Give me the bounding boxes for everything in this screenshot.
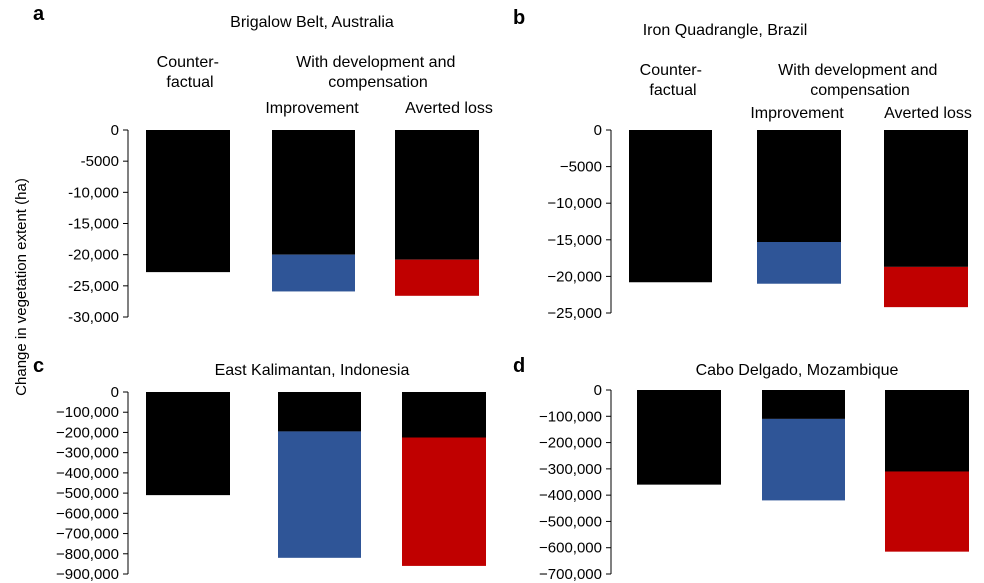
panel-b-with-dev-header-text-line-2: compensation: [810, 82, 910, 99]
panel-d-y-tick-label: 0: [594, 382, 602, 399]
panel-a-improvement-bar: [272, 130, 355, 255]
panel-a-plot: 0 -5000 -10,000 -15,000 -20,000 -25,000 -30,00…: [68, 122, 479, 326]
y-axis-label: Change in vegetation extent (ha): [13, 178, 30, 396]
panel-a-counterfactual-header-text-line-2: factual: [166, 74, 213, 91]
panel-a-y-tick-label: 0: [111, 122, 119, 139]
panel-a-averted-loss-bar: [395, 130, 479, 260]
panel-c-y-tick-label: −600,000: [56, 505, 119, 522]
panel-c-y-tick-label: 0: [111, 384, 119, 401]
panel-a-counterfactual-header: Counter- factual: [157, 54, 224, 91]
panel-d-averted-loss-bar: [885, 390, 969, 472]
panel-c-y-tick-label: −400,000: [56, 465, 119, 482]
panel-d: d Cabo Delgado, Mozambique 0 −100,000 −200…: [513, 355, 969, 583]
panel-b-y-tick-label: −20,000: [547, 268, 602, 285]
panel-b-improvement-bar: [757, 130, 841, 242]
panel-a-counterfactual-bar: [146, 130, 230, 273]
panel-d-y-tick-label: −100,000: [539, 408, 602, 425]
panel-a-letter: a: [33, 3, 45, 25]
panel-a-y-tick-label: -20,000: [68, 247, 119, 264]
panel-a-counterfactual-header-text: Counter-: [157, 54, 219, 71]
panel-a-y-tick-label: -30,000: [68, 309, 119, 326]
panel-d-y-tick-label: −600,000: [539, 540, 602, 557]
panel-c-y-tick-label: −800,000: [56, 546, 119, 563]
panel-a-y-tick-label: -5000: [81, 153, 119, 170]
panel-a-with-dev-header: With development and compensation: [296, 54, 460, 91]
panel-b-improvement-header: Improvement: [750, 105, 844, 122]
panel-a: a Brigalow Belt, Australia Counter- fact…: [33, 3, 493, 326]
panel-d-averted-loss-compensation-bar: [885, 471, 969, 552]
panel-a-averted-loss-header: Averted loss: [405, 100, 493, 117]
panel-b-averted-loss-compensation-bar: [884, 266, 968, 308]
panel-d-y-tick-label: −500,000: [539, 513, 602, 530]
panel-b-averted-loss-bar: [884, 130, 968, 267]
panel-c-y-tick-label: −500,000: [56, 485, 119, 502]
panel-b-y-tick-label: −5000: [560, 159, 602, 176]
panel-d-y-tick-label: −200,000: [539, 435, 602, 452]
panel-b-with-dev-header: With development and compensation: [778, 62, 942, 99]
panel-a-y-tick-label: -10,000: [68, 184, 119, 201]
panel-c-y-tick-label: −900,000: [56, 566, 119, 583]
panel-d-improvement-compensation-bar: [762, 418, 845, 501]
panel-a-improvement-header: Improvement: [265, 100, 359, 117]
panel-c-plot: 0 −100,000 −200,000 −300,000 −400,000 −500,00…: [56, 384, 486, 583]
panel-b-y-tick-label: −15,000: [547, 232, 602, 249]
panel-d-title: Cabo Delgado, Mozambique: [696, 362, 899, 379]
panel-d-improvement-bar: [762, 390, 845, 419]
panel-c-counterfactual-bar: [146, 392, 230, 496]
panel-c-averted-loss-bar: [402, 392, 486, 438]
panel-c-averted-loss-compensation-bar: [402, 437, 486, 566]
panel-d-y-tick-label: −700,000: [539, 566, 602, 583]
panel-a-with-dev-header-text-line-2: compensation: [328, 74, 428, 91]
panel-b-averted-loss-header: Averted loss: [884, 105, 972, 122]
panel-a-improvement-compensation-bar: [272, 254, 355, 292]
panel-b: b Iron Quadrangle, Brazil Counter- factu…: [513, 7, 972, 322]
panel-d-plot: 0 −100,000 −200,000 −300,000 −400,000 −500,00…: [539, 382, 969, 583]
panel-c-y-tick-label: −200,000: [56, 424, 119, 441]
panel-b-counterfactual-bar: [629, 130, 712, 283]
panel-c-improvement-compensation-bar: [278, 431, 361, 558]
panel-b-title: Iron Quadrangle, Brazil: [643, 22, 808, 39]
panel-d-counterfactual-bar: [637, 390, 721, 485]
panel-d-y-tick-label: −300,000: [539, 461, 602, 478]
panel-c-y-tick-label: −100,000: [56, 404, 119, 421]
panel-c: c East Kalimantan, Indonesia 0 −100,000 −2…: [33, 355, 486, 583]
panel-b-with-dev-header-text: With development and: [778, 62, 937, 79]
panel-b-y-tick-label: −10,000: [547, 195, 602, 212]
panel-b-counterfactual-header-text: Counter-: [640, 62, 702, 79]
panel-b-counterfactual-header: Counter- factual: [640, 62, 707, 99]
panel-c-letter: c: [33, 355, 44, 377]
panel-a-y-tick-label: -25,000: [68, 278, 119, 295]
panel-b-y-tick-label: −25,000: [547, 305, 602, 322]
panel-b-letter: b: [513, 7, 525, 29]
panel-a-y-tick-label: -15,000: [68, 216, 119, 233]
panel-a-with-dev-header-text: With development and: [296, 54, 455, 71]
panel-d-letter: d: [513, 355, 525, 377]
panel-b-y-tick-label: 0: [594, 122, 602, 139]
panel-a-averted-loss-compensation-bar: [395, 259, 479, 296]
panel-b-plot: 0 −5000 −10,000 −15,000 −20,000 −25,000: [547, 122, 968, 322]
panel-b-counterfactual-header-text-line-2: factual: [649, 82, 696, 99]
panel-a-title: Brigalow Belt, Australia: [230, 14, 394, 31]
panel-c-improvement-bar: [278, 392, 361, 432]
panel-b-improvement-compensation-bar: [757, 241, 841, 284]
panel-c-title: East Kalimantan, Indonesia: [215, 362, 410, 379]
panel-d-y-tick-label: −400,000: [539, 487, 602, 504]
panel-c-y-tick-label: −300,000: [56, 445, 119, 462]
panel-c-y-tick-label: −700,000: [56, 526, 119, 543]
